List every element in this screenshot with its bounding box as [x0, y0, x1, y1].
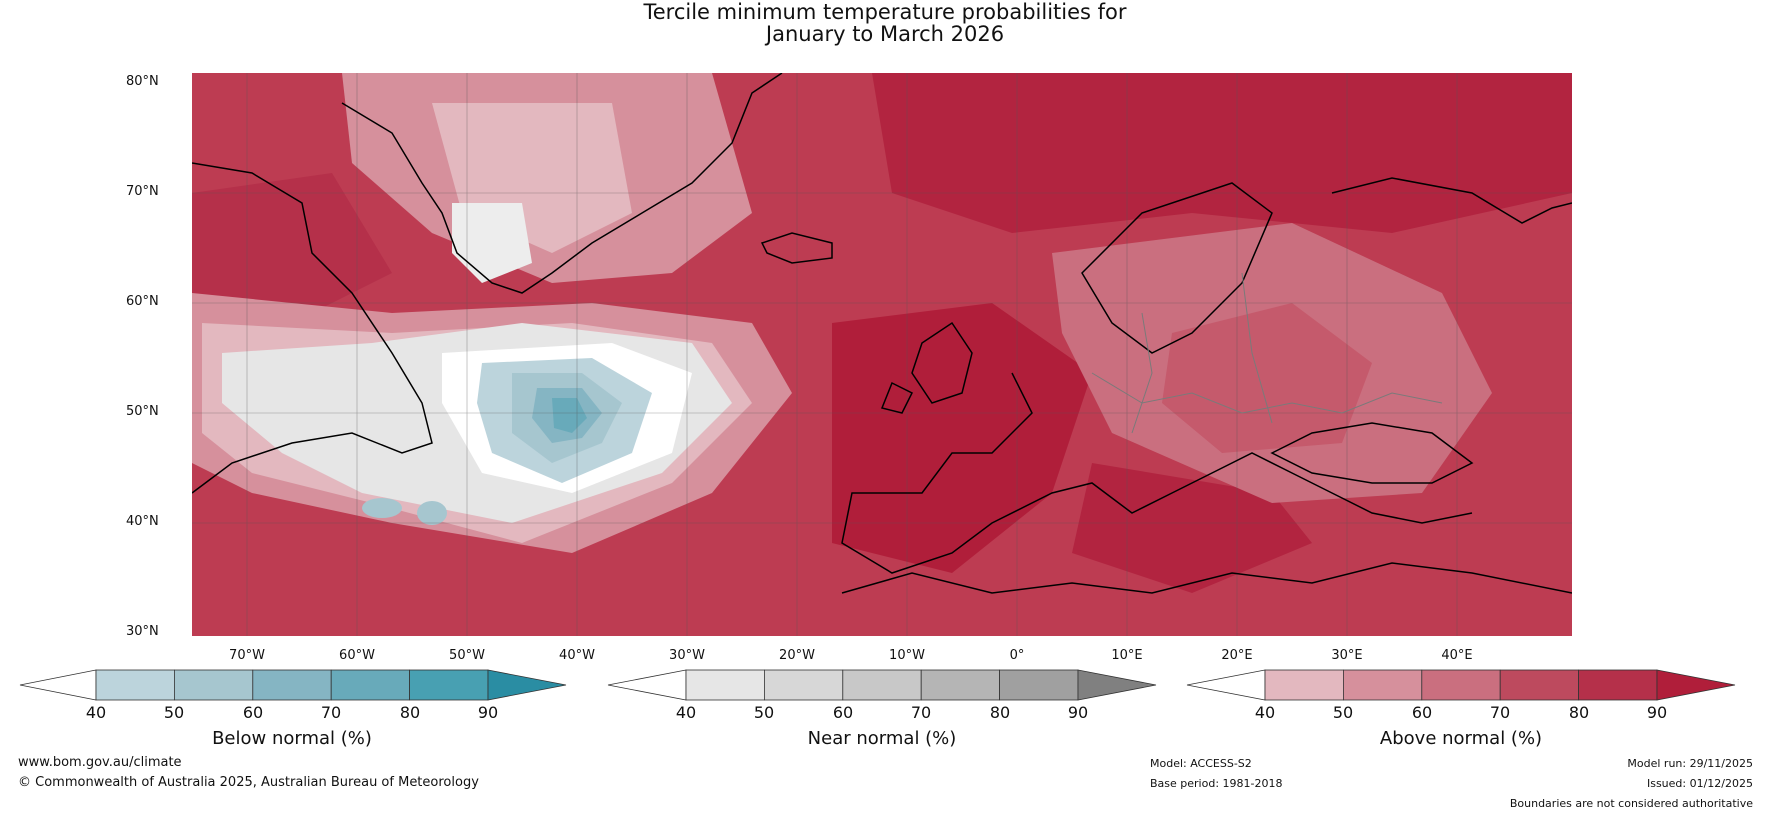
- footer-copyright: © Commonwealth of Australia 2025, Austra…: [18, 775, 479, 790]
- above-normal-label: Above normal (%): [1379, 728, 1543, 749]
- above-tick-50: 50: [1332, 703, 1354, 722]
- above-70-80: [1499, 669, 1579, 701]
- zone-above-80-north: [872, 73, 1572, 233]
- below-80-90: [409, 669, 489, 701]
- coastline-ireland: [880, 381, 914, 414]
- colorbar-above-normal: [1186, 669, 1736, 701]
- lon-label-30e: 30°E: [1331, 648, 1363, 663]
- zone-below-80: [552, 398, 587, 433]
- near-tick-70: 70: [910, 703, 932, 722]
- colorbars: [19, 669, 1736, 701]
- coastlines: [192, 73, 1572, 594]
- coastline-russia-north: [1331, 177, 1572, 224]
- near-extend-high: [1077, 669, 1157, 701]
- border-line-2: [1131, 312, 1153, 434]
- lon-label-30w: 30°W: [669, 648, 705, 663]
- coastline-north-africa: [841, 562, 1572, 594]
- coastline-scandinavia: [1081, 182, 1273, 354]
- graticule: [192, 73, 1572, 636]
- above-50-60: [1343, 669, 1423, 701]
- below-70-80: [330, 669, 411, 701]
- borders: [1091, 272, 1443, 434]
- coastline-black-sea: [1270, 422, 1474, 484]
- lon-label-10e: 10°E: [1111, 648, 1143, 663]
- above-tick-60: 60: [1411, 703, 1433, 722]
- lon-label-60w: 60°W: [339, 648, 375, 663]
- border-line-1: [1091, 372, 1443, 414]
- near-40-50: [685, 669, 765, 701]
- colorbar-below-normal: [19, 669, 567, 701]
- near-50-60: [764, 669, 844, 701]
- lon-label-50w: 50°W: [449, 648, 485, 663]
- coastline-north-america: [192, 162, 433, 494]
- below-tick-70: 70: [320, 703, 342, 722]
- near-70-80: [920, 669, 1001, 701]
- near-tick-60: 60: [832, 703, 854, 722]
- above-tick-70: 70: [1489, 703, 1511, 722]
- chart-title-line2: January to March 2026: [765, 22, 1005, 46]
- near-tick-50: 50: [753, 703, 775, 722]
- zone-above-80-med: [1072, 463, 1312, 593]
- above-tick-80: 80: [1568, 703, 1590, 722]
- chart-title-line1: Tercile minimum temperature probabilitie…: [643, 0, 1127, 24]
- above-60-70: [1421, 669, 1501, 701]
- zone-below-50-small-1: [362, 498, 402, 518]
- lat-label-30n: 30°N: [126, 624, 159, 639]
- zone-above-80-west: [192, 173, 392, 313]
- above-extend-high: [1656, 669, 1736, 701]
- zone-above-60-inner: [1162, 303, 1372, 453]
- footer-disclaimer: Boundaries are not considered authoritat…: [1509, 797, 1753, 810]
- footer-issued: Issued: 01/12/2025: [1646, 777, 1753, 790]
- below-tick-80: 80: [399, 703, 421, 722]
- lon-label-40e: 40°E: [1441, 648, 1473, 663]
- below-normal-label: Below normal (%): [212, 728, 372, 749]
- above-tick-40: 40: [1254, 703, 1276, 722]
- coastline-greenland: [341, 73, 783, 294]
- near-tick-80: 80: [989, 703, 1011, 722]
- lat-label-80n: 80°N: [126, 74, 159, 89]
- below-tick-50: 50: [163, 703, 185, 722]
- lon-label-0: 0°: [1009, 648, 1025, 663]
- below-40-50: [95, 669, 175, 701]
- near-tick-90: 90: [1067, 703, 1089, 722]
- above-40-50: [1264, 669, 1344, 701]
- below-60-70: [252, 669, 332, 701]
- above-extend-low: [1186, 669, 1266, 701]
- below-extend-low: [19, 669, 97, 701]
- footer-model-run: Model run: 29/11/2025: [1627, 757, 1753, 770]
- near-80-90: [999, 669, 1079, 701]
- footer-base-period: Base period: 1981-2018: [1150, 777, 1283, 790]
- below-50-60: [173, 669, 254, 701]
- below-tick-60: 60: [242, 703, 264, 722]
- footer-model: Model: ACCESS-S2: [1150, 757, 1252, 770]
- lat-label-50n: 50°N: [126, 404, 159, 419]
- near-extend-low: [607, 669, 687, 701]
- lat-label-60n: 60°N: [126, 294, 159, 309]
- near-normal-label: Near normal (%): [807, 728, 957, 749]
- above-80-90: [1578, 669, 1658, 701]
- coastline-iceland: [760, 232, 833, 264]
- zone-near-greenland: [452, 203, 532, 283]
- footer-url[interactable]: www.bom.gov.au/climate: [18, 755, 182, 770]
- below-tick-90: 90: [477, 703, 499, 722]
- near-tick-40: 40: [675, 703, 697, 722]
- lon-label-10w: 10°W: [889, 648, 925, 663]
- lon-label-40w: 40°W: [559, 648, 595, 663]
- above-tick-90: 90: [1646, 703, 1668, 722]
- near-60-70: [842, 669, 922, 701]
- lat-label-70n: 70°N: [126, 184, 159, 199]
- lon-label-20e: 20°E: [1221, 648, 1253, 663]
- lon-label-20w: 20°W: [779, 648, 815, 663]
- probability-map: [192, 73, 1572, 636]
- colorbar-near-normal: [607, 669, 1157, 701]
- coastline-europe-south: [841, 372, 1473, 574]
- lon-label-70w: 70°W: [229, 648, 265, 663]
- below-tick-40: 40: [85, 703, 107, 722]
- lat-label-40n: 40°N: [126, 514, 159, 529]
- coastline-british-isles: [911, 321, 973, 404]
- zone-below-50-small-2: [417, 501, 447, 525]
- below-extend-high: [487, 669, 567, 701]
- border-line-3: [1241, 272, 1273, 424]
